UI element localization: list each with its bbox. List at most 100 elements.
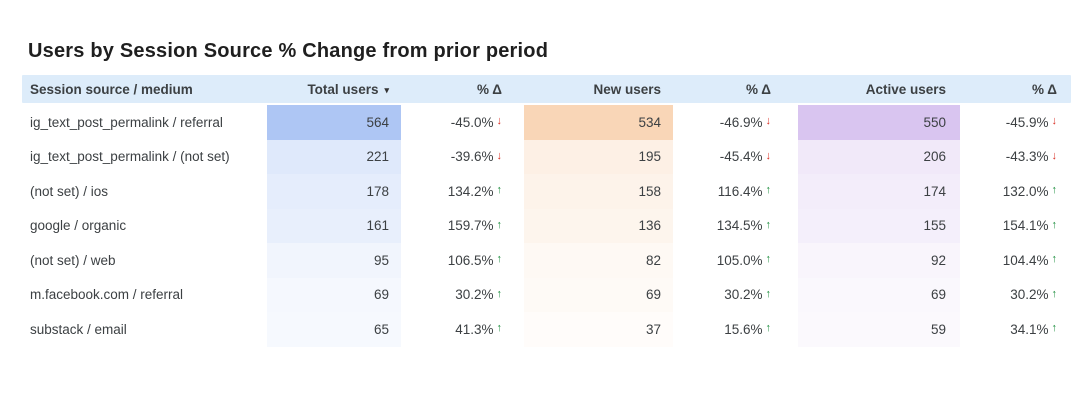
- table-row: ig_text_post_permalink / (not set) 221 -39…: [22, 139, 1071, 175]
- col-header-active-users-delta[interactable]: % Δ: [1032, 81, 1057, 97]
- arrow-up-icon: ↑: [765, 253, 772, 266]
- total-users-cell: 95: [267, 243, 401, 278]
- delta-value: -45.4%: [719, 149, 763, 165]
- total-users-cell: 65: [267, 312, 401, 347]
- sort-descending-icon: ▾: [384, 84, 389, 95]
- delta-value: 105.0%: [716, 252, 763, 268]
- active-users-delta-cell: -45.9% ↓: [960, 105, 1071, 140]
- delta-value: 134.2%: [447, 183, 494, 199]
- total-users-cell: 178: [267, 174, 401, 209]
- arrow-up-icon: ↑: [765, 184, 772, 197]
- col-header-total-users-delta[interactable]: % Δ: [477, 81, 502, 97]
- new-users-cell: 82: [524, 243, 673, 278]
- table-row: m.facebook.com / referral 69 30.2% ↑ 69 30.2%…: [22, 277, 1071, 313]
- arrow-down-icon: ↓: [1051, 115, 1058, 128]
- new-users-delta-cell: 15.6% ↑: [673, 312, 798, 347]
- col-header-active-users[interactable]: Active users: [865, 81, 946, 97]
- col-header-total-users-label: Total users: [307, 81, 379, 97]
- col-header-session-source-medium[interactable]: Session source / medium: [30, 81, 193, 97]
- active-users-cell: 155: [798, 208, 960, 243]
- new-users-delta-cell: 105.0% ↑: [673, 243, 798, 278]
- active-users-delta-cell: 154.1% ↑: [960, 209, 1071, 244]
- new-users-cell: 534: [524, 105, 673, 140]
- delta-value: 106.5%: [447, 252, 494, 268]
- arrow-up-icon: ↑: [765, 322, 772, 335]
- table-row: substack / email 65 41.3% ↑ 37 15.6% ↑ 59 34.1% ↑: [22, 312, 1071, 347]
- active-users-cell: 69: [798, 277, 960, 312]
- arrow-down-icon: ↓: [765, 149, 772, 162]
- arrow-down-icon: ↓: [496, 149, 503, 162]
- users-by-session-source-table: Session source / medium Total users ▾ % …: [22, 75, 1071, 347]
- arrow-up-icon: ↑: [496, 322, 503, 335]
- delta-value: 30.2%: [1010, 287, 1049, 303]
- delta-value: 132.0%: [1002, 183, 1049, 199]
- session-source-cell: (not set) / ios: [30, 183, 109, 199]
- table-body: ig_text_post_permalink / referral 564 -45.…: [22, 105, 1071, 347]
- total-users-cell: 161: [267, 208, 401, 243]
- delta-value: 154.1%: [1002, 218, 1049, 234]
- delta-value: 34.1%: [1010, 321, 1049, 337]
- delta-value: -45.0%: [450, 114, 494, 130]
- total-users-cell: 564: [267, 105, 401, 140]
- total-users-delta-cell: 41.3% ↑: [401, 312, 524, 347]
- new-users-cell: 158: [524, 174, 673, 209]
- new-users-cell: 69: [524, 277, 673, 312]
- active-users-delta-cell: 104.4% ↑: [960, 243, 1071, 278]
- session-source-cell: substack / email: [30, 321, 127, 337]
- arrow-down-icon: ↓: [496, 115, 503, 128]
- delta-value: -46.9%: [719, 114, 763, 130]
- total-users-delta-cell: -45.0% ↓: [401, 105, 524, 140]
- new-users-delta-cell: 116.4% ↑: [673, 174, 798, 209]
- total-users-delta-cell: -39.6% ↓: [401, 140, 524, 175]
- active-users-cell: 92: [798, 243, 960, 278]
- delta-value: 41.3%: [455, 321, 494, 337]
- col-header-new-users[interactable]: New users: [593, 81, 661, 97]
- total-users-cell: 221: [267, 139, 401, 174]
- delta-value: -45.9%: [1005, 114, 1049, 130]
- active-users-delta-cell: 30.2% ↑: [960, 278, 1071, 313]
- new-users-delta-cell: -45.4% ↓: [673, 140, 798, 175]
- col-header-new-users-delta[interactable]: % Δ: [746, 81, 771, 97]
- session-source-cell: ig_text_post_permalink / referral: [30, 114, 223, 130]
- total-users-delta-cell: 106.5% ↑: [401, 243, 524, 278]
- session-source-cell: google / organic: [30, 218, 127, 234]
- delta-value: -39.6%: [450, 149, 494, 165]
- new-users-delta-cell: 30.2% ↑: [673, 278, 798, 313]
- arrow-up-icon: ↑: [765, 218, 772, 231]
- delta-value: -43.3%: [1005, 149, 1049, 165]
- new-users-cell: 136: [524, 208, 673, 243]
- table-row: (not set) / ios 178 134.2% ↑ 158 116.4% ↑ 174 13…: [22, 174, 1071, 209]
- delta-value: 116.4%: [717, 183, 763, 199]
- col-header-total-users[interactable]: Total users ▾: [267, 75, 401, 103]
- arrow-down-icon: ↓: [765, 115, 772, 128]
- delta-value: 159.7%: [447, 218, 494, 234]
- arrow-up-icon: ↑: [496, 184, 503, 197]
- delta-value: 104.4%: [1002, 252, 1049, 268]
- arrow-up-icon: ↑: [496, 218, 503, 231]
- arrow-up-icon: ↑: [496, 287, 503, 300]
- arrow-up-icon: ↑: [1051, 322, 1058, 335]
- arrow-up-icon: ↑: [765, 287, 772, 300]
- active-users-cell: 174: [798, 174, 960, 209]
- active-users-delta-cell: 34.1% ↑: [960, 312, 1071, 347]
- arrow-down-icon: ↓: [1051, 149, 1058, 162]
- delta-value: 15.6%: [724, 321, 763, 337]
- new-users-delta-cell: 134.5% ↑: [673, 209, 798, 244]
- active-users-delta-cell: 132.0% ↑: [960, 174, 1071, 209]
- session-source-cell: m.facebook.com / referral: [30, 287, 184, 303]
- arrow-up-icon: ↑: [1051, 287, 1058, 300]
- table-header-row: Session source / medium Total users ▾ % …: [22, 75, 1071, 103]
- new-users-delta-cell: -46.9% ↓: [673, 105, 798, 140]
- total-users-delta-cell: 30.2% ↑: [401, 278, 524, 313]
- arrow-up-icon: ↑: [1051, 253, 1058, 266]
- new-users-cell: 195: [524, 139, 673, 174]
- delta-value: 30.2%: [455, 287, 494, 303]
- delta-value: 30.2%: [724, 287, 763, 303]
- table-row: (not set) / web 95 106.5% ↑ 82 105.0% ↑ 92 104.4…: [22, 243, 1071, 278]
- arrow-up-icon: ↑: [1051, 184, 1058, 197]
- total-users-cell: 69: [267, 277, 401, 312]
- table-row: google / organic 161 159.7% ↑ 136 134.5% ↑ 155 1…: [22, 208, 1071, 244]
- active-users-cell: 206: [798, 139, 960, 174]
- active-users-delta-cell: -43.3% ↓: [960, 140, 1071, 175]
- delta-value: 134.5%: [716, 218, 763, 234]
